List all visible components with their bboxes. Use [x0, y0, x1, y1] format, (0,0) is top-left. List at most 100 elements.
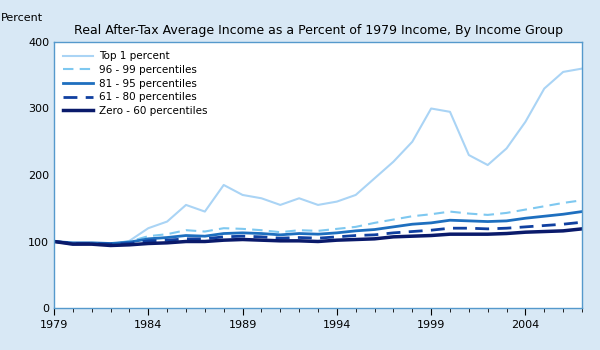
96 - 99 percentiles: [126, 239, 133, 244]
Top 1 percent: [465, 153, 472, 157]
Top 1 percent: [541, 86, 548, 91]
Top 1 percent: [314, 203, 322, 207]
Zero - 60 percentiles: [220, 238, 227, 242]
96 - 99 percentiles: [352, 225, 359, 229]
61 - 80 percentiles: [578, 220, 586, 224]
96 - 99 percentiles: [201, 230, 208, 234]
Top 1 percent: [277, 203, 284, 207]
Top 1 percent: [69, 243, 76, 247]
Top 1 percent: [107, 242, 114, 246]
Top 1 percent: [88, 241, 95, 246]
Line: 96 - 99 percentiles: 96 - 99 percentiles: [54, 200, 582, 244]
61 - 80 percentiles: [371, 233, 378, 237]
81 - 95 percentiles: [503, 219, 510, 223]
Zero - 60 percentiles: [201, 239, 208, 244]
Top 1 percent: [145, 226, 152, 230]
Top 1 percent: [578, 66, 586, 71]
96 - 99 percentiles: [484, 213, 491, 217]
96 - 99 percentiles: [503, 211, 510, 215]
Zero - 60 percentiles: [409, 234, 416, 238]
61 - 80 percentiles: [522, 225, 529, 229]
Top 1 percent: [371, 176, 378, 181]
81 - 95 percentiles: [428, 221, 435, 225]
Zero - 60 percentiles: [522, 230, 529, 234]
81 - 95 percentiles: [333, 231, 340, 235]
Zero - 60 percentiles: [390, 235, 397, 239]
96 - 99 percentiles: [522, 208, 529, 212]
81 - 95 percentiles: [50, 239, 58, 244]
61 - 80 percentiles: [503, 226, 510, 230]
81 - 95 percentiles: [296, 231, 303, 236]
Zero - 60 percentiles: [107, 243, 114, 247]
61 - 80 percentiles: [409, 230, 416, 234]
96 - 99 percentiles: [333, 227, 340, 231]
81 - 95 percentiles: [409, 222, 416, 226]
96 - 99 percentiles: [446, 209, 454, 214]
81 - 95 percentiles: [220, 231, 227, 236]
Zero - 60 percentiles: [126, 243, 133, 247]
61 - 80 percentiles: [201, 237, 208, 241]
Top 1 percent: [390, 160, 397, 164]
81 - 95 percentiles: [164, 236, 171, 240]
96 - 99 percentiles: [390, 217, 397, 222]
81 - 95 percentiles: [69, 241, 76, 245]
81 - 95 percentiles: [541, 214, 548, 218]
Text: Percent: Percent: [1, 13, 43, 22]
Zero - 60 percentiles: [50, 239, 58, 244]
Top 1 percent: [164, 219, 171, 224]
Top 1 percent: [50, 239, 58, 244]
81 - 95 percentiles: [371, 228, 378, 232]
96 - 99 percentiles: [50, 239, 58, 244]
Top 1 percent: [560, 70, 567, 74]
96 - 99 percentiles: [428, 212, 435, 216]
Zero - 60 percentiles: [352, 237, 359, 241]
96 - 99 percentiles: [107, 241, 114, 246]
61 - 80 percentiles: [333, 235, 340, 239]
81 - 95 percentiles: [314, 232, 322, 236]
61 - 80 percentiles: [69, 241, 76, 246]
Zero - 60 percentiles: [503, 231, 510, 236]
Zero - 60 percentiles: [333, 238, 340, 242]
Top 1 percent: [446, 110, 454, 114]
Zero - 60 percentiles: [560, 229, 567, 233]
Top 1 percent: [258, 196, 265, 200]
Zero - 60 percentiles: [314, 239, 322, 244]
81 - 95 percentiles: [484, 219, 491, 224]
96 - 99 percentiles: [239, 227, 246, 231]
Zero - 60 percentiles: [258, 238, 265, 242]
81 - 95 percentiles: [390, 225, 397, 229]
81 - 95 percentiles: [560, 212, 567, 216]
96 - 99 percentiles: [258, 228, 265, 232]
81 - 95 percentiles: [522, 216, 529, 220]
61 - 80 percentiles: [446, 226, 454, 230]
Zero - 60 percentiles: [145, 241, 152, 246]
61 - 80 percentiles: [390, 231, 397, 235]
96 - 99 percentiles: [164, 232, 171, 236]
Top 1 percent: [484, 163, 491, 167]
Top 1 percent: [126, 239, 133, 243]
Zero - 60 percentiles: [277, 239, 284, 243]
61 - 80 percentiles: [465, 226, 472, 230]
Top 1 percent: [409, 140, 416, 144]
96 - 99 percentiles: [182, 228, 190, 232]
Zero - 60 percentiles: [578, 227, 586, 231]
96 - 99 percentiles: [145, 234, 152, 238]
61 - 80 percentiles: [182, 237, 190, 241]
96 - 99 percentiles: [409, 214, 416, 218]
81 - 95 percentiles: [107, 241, 114, 246]
Top 1 percent: [220, 183, 227, 187]
81 - 95 percentiles: [446, 218, 454, 222]
61 - 80 percentiles: [352, 233, 359, 238]
Zero - 60 percentiles: [484, 232, 491, 236]
Line: Zero - 60 percentiles: Zero - 60 percentiles: [54, 229, 582, 245]
Top 1 percent: [503, 146, 510, 150]
Zero - 60 percentiles: [88, 242, 95, 246]
61 - 80 percentiles: [50, 239, 58, 244]
81 - 95 percentiles: [258, 231, 265, 236]
61 - 80 percentiles: [541, 223, 548, 228]
Zero - 60 percentiles: [239, 237, 246, 241]
Top 1 percent: [522, 120, 529, 124]
61 - 80 percentiles: [164, 238, 171, 242]
Zero - 60 percentiles: [371, 237, 378, 241]
81 - 95 percentiles: [465, 219, 472, 223]
